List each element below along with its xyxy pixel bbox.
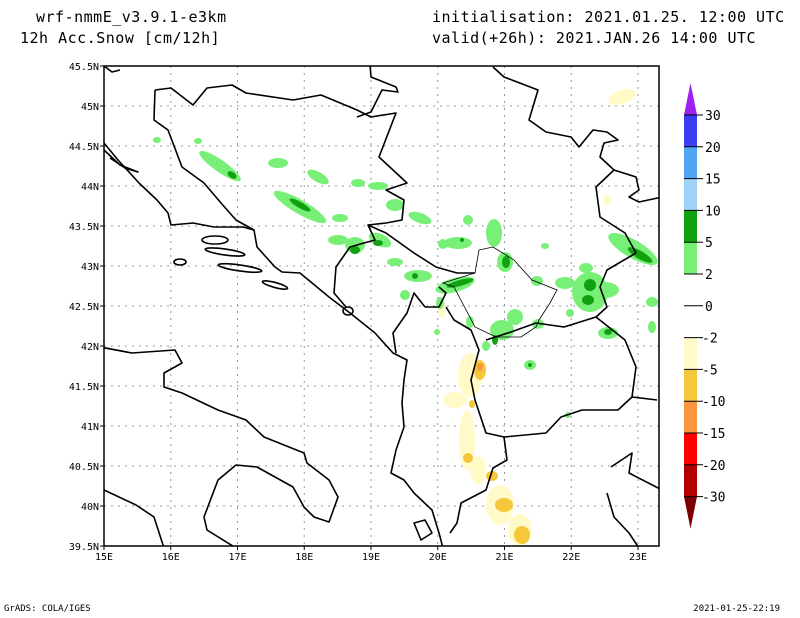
- colorbar-label: -30: [702, 491, 725, 506]
- lon-tick-label: 22E: [562, 552, 580, 563]
- colorbar-label: 5: [705, 236, 713, 251]
- lon-tick-label: 18E: [295, 552, 313, 563]
- lon-tick-label: 15E: [95, 552, 113, 563]
- lat-tick-label: 39.5N: [69, 542, 99, 553]
- snow-field: [153, 88, 658, 546]
- lat-tick-label: 43.5N: [69, 222, 99, 233]
- axis-ticks: 45.5N 45N 44.5N 44N 43.5N 43N 42.5N 42N 41.5N 41N…: [69, 62, 647, 563]
- colorbar-segment: [684, 210, 697, 243]
- lat-tick-label: 44N: [81, 182, 99, 193]
- lon-tick-label: 23E: [629, 552, 647, 563]
- lat-tick-label: 45.5N: [69, 62, 99, 73]
- valid-time: valid(+26h): 2021.JAN.26 14:00 UTC: [432, 29, 757, 47]
- lon-tick-label: 17E: [228, 552, 246, 563]
- colorbar-segment: [684, 337, 697, 370]
- colorbar-segment: [684, 433, 697, 465]
- colorbar-segment: [684, 242, 697, 274]
- lon-tick-label: 16E: [162, 552, 180, 563]
- colorbar-under-triangle: [684, 496, 697, 529]
- lon-tick-label: 19E: [362, 552, 380, 563]
- field-title: 12h Acc.Snow [cm/12h]: [20, 29, 221, 47]
- lat-tick-label: 40N: [81, 502, 99, 513]
- colorbar-segment: [684, 178, 697, 211]
- lat-tick-label: 43N: [81, 262, 99, 273]
- lat-tick-label: 44.5N: [69, 142, 99, 153]
- lat-tick-label: 45N: [81, 102, 99, 113]
- colorbar-label: 30: [705, 109, 721, 124]
- colorbar-label: -5: [702, 363, 718, 378]
- gridlines: [104, 66, 659, 546]
- lon-tick-label: 21E: [495, 552, 513, 563]
- colorbar-over-triangle: [684, 83, 697, 115]
- colorbar-label: 10: [705, 204, 721, 219]
- lat-tick-label: 40.5N: [69, 462, 99, 473]
- lat-tick-label: 42N: [81, 342, 99, 353]
- lon-tick-label: 20E: [429, 552, 447, 563]
- lat-tick-label: 41N: [81, 422, 99, 433]
- colorbar-label: -2: [702, 332, 718, 347]
- colorbar-segment: [684, 369, 697, 402]
- model-title: wrf-nmmE_v3.9.1-e3km: [36, 8, 227, 26]
- colorbar-segment: [684, 274, 697, 306]
- colorbar-segment: [684, 401, 697, 433]
- colorbar-segment: [684, 464, 697, 497]
- coastlines-and-borders: [104, 66, 659, 546]
- colorbar-label: 2: [705, 268, 713, 283]
- colorbar-label: 0: [705, 300, 713, 315]
- lat-tick-label: 42.5N: [69, 302, 99, 313]
- lat-tick-label: 41.5N: [69, 382, 99, 393]
- colorbar-label: 20: [705, 141, 721, 156]
- colorbar-label: -15: [702, 427, 725, 442]
- colorbar-label: -10: [702, 395, 725, 410]
- map-frame: [103, 65, 660, 547]
- colorbar-segment: [684, 305, 697, 338]
- initialisation-time: initialisation: 2021.01.25. 12:00 UTC: [432, 8, 785, 26]
- colorbar-segment: [684, 146, 697, 179]
- colorbar-label: -20: [702, 459, 725, 474]
- colorbar-label: 15: [705, 173, 721, 188]
- footer-credit: GrADS: COLA/IGES: [4, 604, 91, 614]
- colorbar-segment: [684, 115, 697, 147]
- footer-timestamp: 2021-01-25-22:19: [693, 604, 780, 614]
